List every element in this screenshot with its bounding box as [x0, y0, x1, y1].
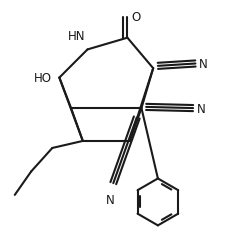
Text: N: N [199, 58, 208, 71]
Text: N: N [197, 102, 205, 115]
Text: HN: HN [68, 30, 85, 43]
Text: O: O [131, 11, 140, 24]
Text: N: N [105, 193, 114, 206]
Text: HO: HO [34, 72, 52, 85]
